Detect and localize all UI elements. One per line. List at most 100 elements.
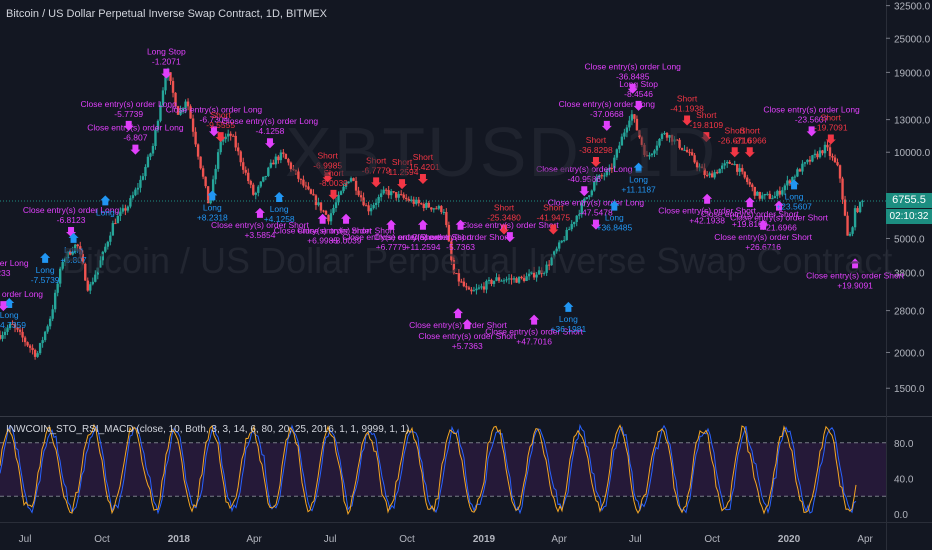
candle-body [568,229,571,231]
long-arrow-icon [40,252,51,263]
candle-body [224,136,227,140]
candle-body [811,155,814,162]
candle-body [171,81,175,93]
candle-body [284,153,288,159]
candle-body [6,328,9,332]
time-tick-label: Oct [704,534,720,545]
candle-body [505,279,508,281]
short-arrow-icon [590,157,601,168]
candle-body [625,127,629,133]
time-tick-label: Jul [19,534,32,545]
candle-body [189,106,192,119]
candle-body [445,211,448,225]
signal-label: Close entry(s) order Short [418,331,516,341]
candle-body [861,201,864,203]
candle-body [615,149,619,158]
signal-label: +19.8109 [732,219,768,229]
candle-body [134,189,137,196]
candle-body [738,168,741,172]
candle-body [831,156,834,158]
candle-body [18,329,22,332]
candle-body [51,309,54,319]
description-watermark: Bitcoin / US Dollar Perpetual Inverse Sw… [62,240,893,281]
signal-label: Close entry(s) order Long [23,205,120,215]
candle-body [640,137,644,145]
candle-body [858,201,862,213]
candle-body [76,244,79,247]
candle-body [269,162,273,168]
candle-body [367,205,370,212]
exit-arrow-icon [702,193,713,204]
signal-label: -14.7359 [0,320,26,330]
long-arrow-icon [207,190,218,201]
signal-label: Long [36,265,55,275]
candle-body [141,176,145,180]
candle-body [485,281,488,290]
signal-label: Close entry(s) order Short [658,206,756,216]
candle-body [788,180,792,184]
candle-body [0,335,2,339]
candle-body [329,213,333,222]
indicator-title[interactable]: INWCOIN_STO_RSI_MACD (close, 10, Both, 3… [6,424,410,435]
signal-label: -1.2071 [152,57,181,67]
candle-body [440,206,443,212]
signal-label: Close entry(s) order Short [485,327,583,337]
signal-label: Short [586,135,607,145]
candle-body [156,120,160,130]
candle-body [653,150,656,154]
candle-body [457,273,461,282]
candle-body [420,203,423,205]
signal-label: Close entry(s) order Short [374,232,472,242]
candle-body [550,257,553,266]
signal-marker: Close entry(s) order Short+6.7779 [342,219,441,252]
candle-body [442,211,446,213]
candle-body [16,327,19,330]
candle-body [806,159,809,163]
signal-label: Long [559,314,578,324]
candle-body [319,202,323,211]
short-arrow-icon [322,172,333,183]
candle-body [196,144,200,157]
price-tick-label: 1500.0 [894,384,925,395]
signal-label: Close entry(s) order Short [806,270,904,280]
candle-body [753,186,756,196]
candle-body [359,195,363,198]
candle-body [638,130,641,138]
exit-arrow-icon [744,197,755,208]
short-arrow-icon [397,179,408,190]
candle-body [603,175,606,177]
signal-label: +5.7363 [452,341,483,351]
candle-body [307,186,310,190]
short-arrow-icon [371,177,382,188]
candle-body [216,152,220,169]
signal-label: Long Stop [147,47,186,57]
candle-body [339,191,343,195]
candle-body [791,177,794,184]
signal-marker: Long+11.1187 [621,162,656,195]
candle-body [450,241,453,261]
candle-body [46,326,49,332]
candle-body [595,177,598,182]
signal-label: +6.7779 [376,242,407,252]
exit-arrow-icon [462,319,473,330]
signal-label: -7.5739 [31,275,60,285]
candle-body [848,233,852,236]
signal-label: -8.0039 [319,178,348,188]
candle-body [312,193,315,196]
candle-body [610,168,614,170]
candle-body [129,198,132,207]
candle-body [314,195,318,206]
time-tick-label: Oct [399,534,415,545]
candle-body [119,211,122,216]
exit-arrow-icon [161,68,172,79]
candle-body [497,277,501,281]
exit-arrow-icon [123,120,134,131]
candle-body [510,278,513,280]
candle-body [562,240,566,242]
candle-body [823,144,827,154]
candle-body [121,208,125,212]
candle-body [455,273,458,275]
short-arrow-icon [215,132,226,143]
candle-body [13,324,17,328]
